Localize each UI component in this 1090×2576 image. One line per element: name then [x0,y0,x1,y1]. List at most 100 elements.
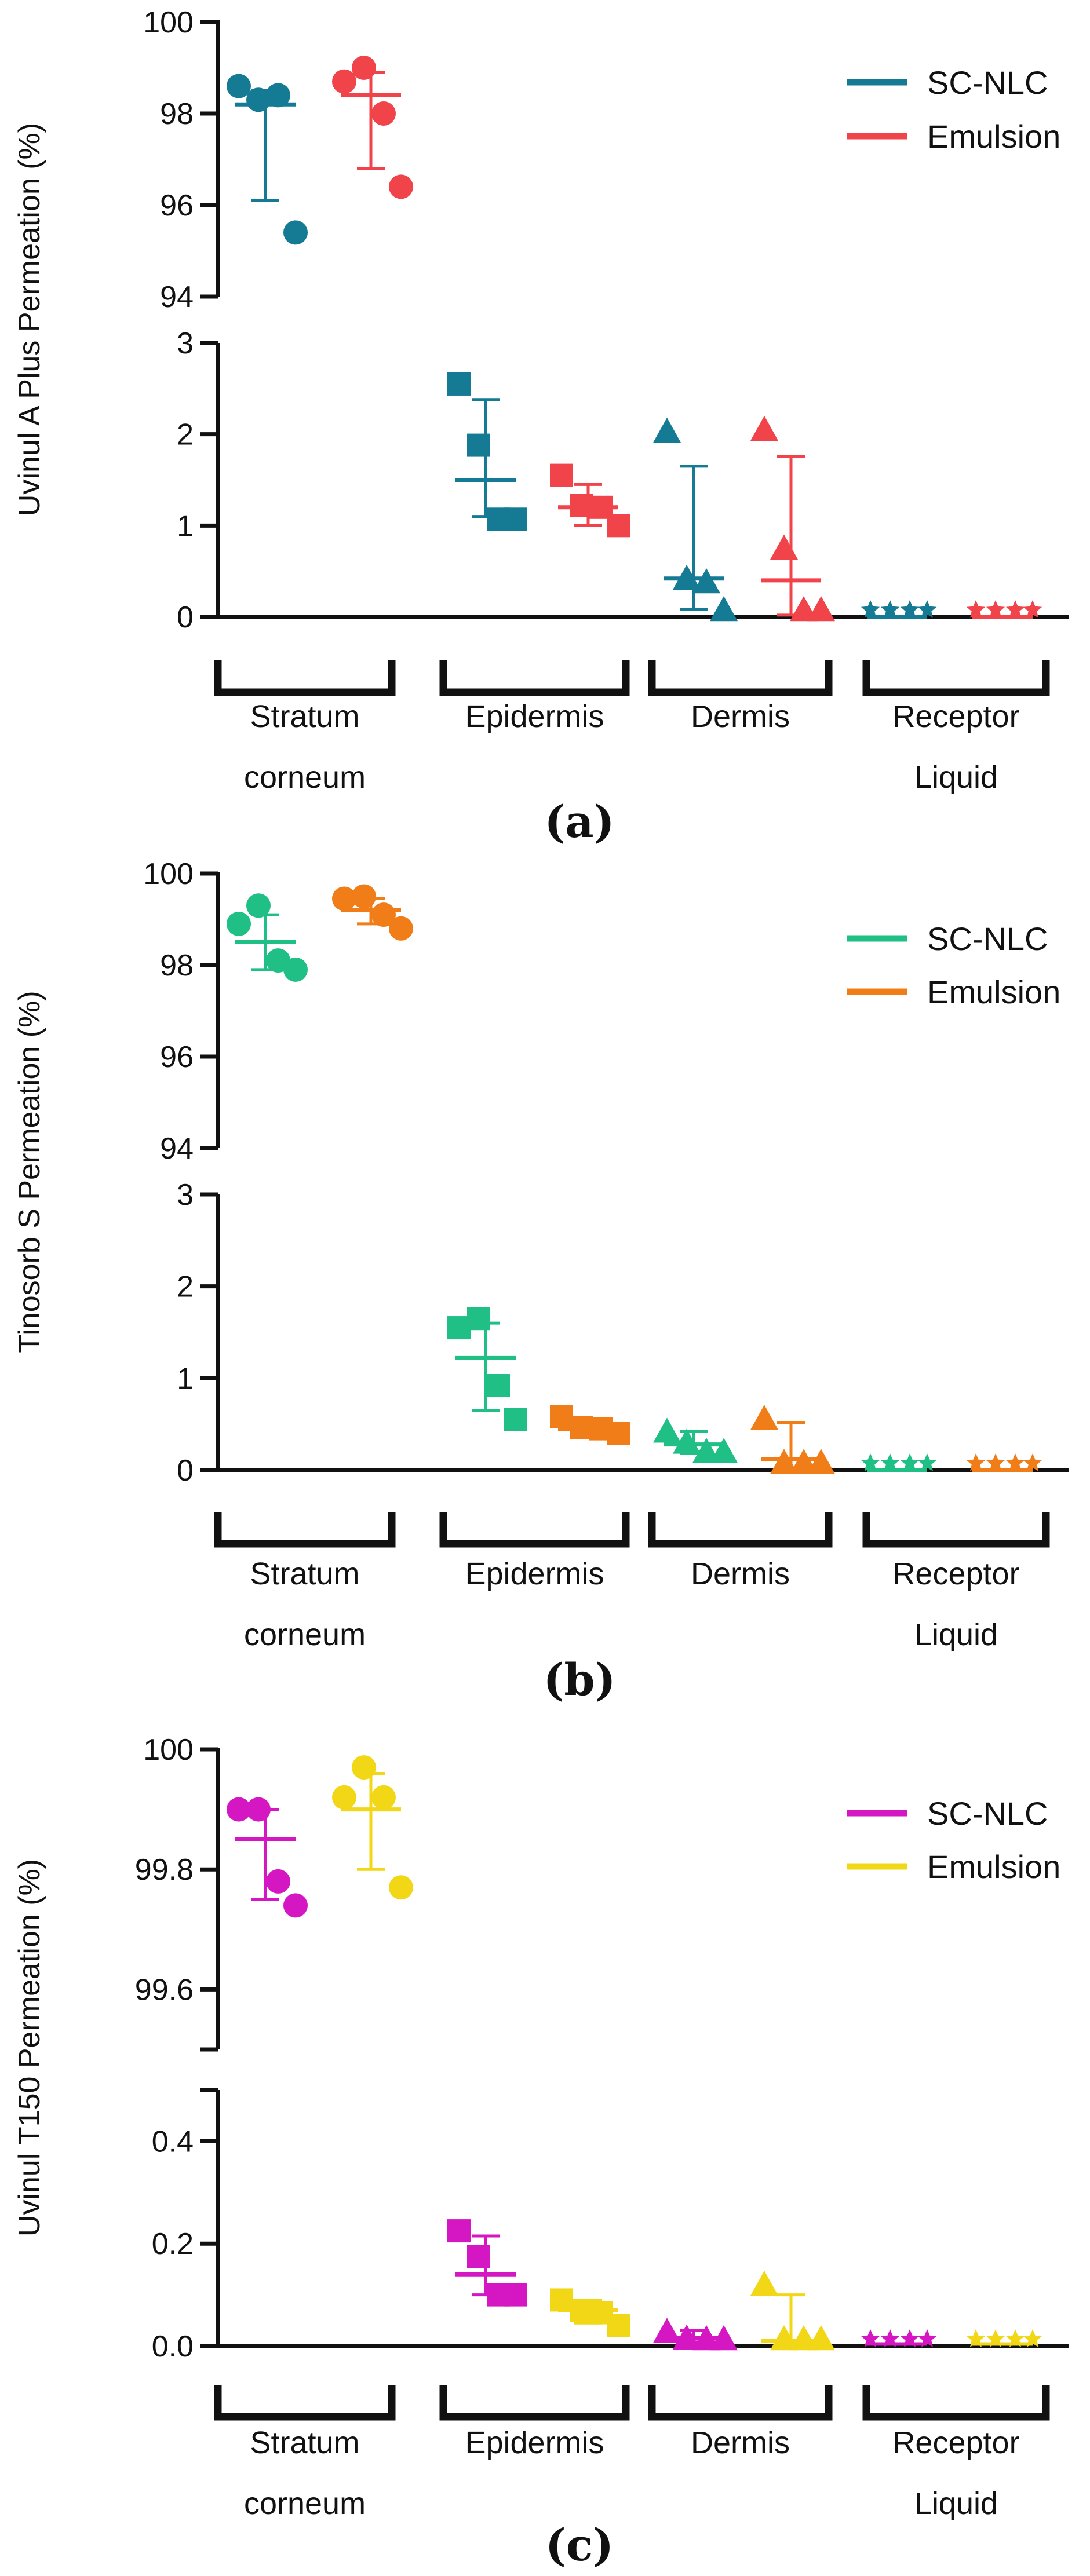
data-point [917,2329,937,2347]
upper-tick-label: 100 [143,857,194,891]
data-point [790,596,818,622]
group-label: Dermis [691,1556,790,1591]
data-point [607,2314,630,2337]
lower-tick-label: 0.2 [152,2227,194,2261]
data-point [389,174,413,199]
data-point [750,1405,778,1430]
legend-label: SC-NLC [927,920,1048,957]
y-axis-title: Tinosorb S Permeation (%) [13,991,46,1353]
data-point [283,1893,308,1918]
group-label: Stratum [250,2425,359,2460]
data-point [227,74,251,98]
group-label: corneum [244,1617,366,1652]
upper-tick-label: 100 [143,1733,194,1767]
data-point [371,101,396,126]
data-point [750,415,778,441]
lower-tick-label: 0 [177,1454,194,1488]
data-point [1005,1453,1025,1471]
data-point [283,957,308,982]
data-point [653,1417,681,1443]
data-point [227,1797,251,1822]
lower-tick-label: 3 [177,1178,194,1212]
group-bracket [214,660,396,696]
data-point [266,83,290,108]
data-point [283,220,308,245]
data-point [966,2329,986,2347]
panel-label: (c) [545,2519,614,2571]
data-point [673,2324,701,2350]
group-label: corneum [244,760,366,795]
upper-tick-label: 94 [160,280,194,314]
data-point [332,69,356,94]
data-point [570,494,593,517]
group-bracket [648,660,833,696]
data-point [692,2325,720,2351]
data-point [986,2329,1005,2347]
data-point [332,1785,356,1810]
data-point [607,514,630,538]
data-point [467,1307,490,1331]
data-point [653,417,681,443]
data-point [807,1449,835,1474]
data-point [570,2299,593,2322]
data-point [266,1869,290,1894]
upper-tick-label: 94 [160,1132,194,1165]
data-point [332,886,356,911]
data-point [880,1453,900,1471]
group-bracket [648,2385,833,2421]
legend-label: SC-NLC [927,1795,1048,1832]
group-bracket [648,1512,833,1548]
group-label: Stratum [250,1556,359,1591]
data-point [352,884,376,909]
y-axis-title: Uvinul A Plus Permeation (%) [13,123,46,516]
data-point [807,2325,835,2351]
data-point [1023,2329,1042,2347]
data-point [1023,600,1042,618]
data-point [770,534,798,560]
data-point [447,1316,471,1340]
data-point [653,2318,681,2343]
group-label: Liquid [914,2486,998,2521]
group-bracket [439,1512,630,1548]
upper-tick-label: 99.6 [135,1973,194,2007]
data-point [352,1755,376,1780]
data-point [550,2288,573,2312]
data-point [966,1453,986,1471]
group-label: Liquid [914,760,998,795]
data-point [371,1785,396,1810]
data-point [389,1875,413,1900]
data-point [710,2325,738,2351]
data-point [504,507,527,531]
data-point [710,1438,738,1463]
group-label: Receptor [892,2425,1019,2460]
lower-tick-label: 2 [177,1270,194,1304]
data-point [246,87,271,112]
data-point [570,1416,593,1440]
group-label: Stratum [250,699,359,734]
data-point [550,463,573,487]
data-point [790,1449,818,1474]
group-bracket [439,660,630,696]
data-point [673,564,701,590]
data-point [692,568,720,594]
data-point [550,1405,573,1428]
panel-label: (a) [544,796,614,847]
panel-2: 94 96 98 100 0 1 2 3 Tinosorb S Permeation (%) SC… [13,857,1069,1705]
y-axis-title: Uvinul T150 Permeation (%) [13,1859,46,2237]
data-point [917,1453,937,1471]
lower-tick-label: 1 [177,509,194,543]
data-point [673,1428,701,1454]
upper-tick-label: 98 [160,97,194,131]
group-label: Epidermis [465,699,604,734]
group-bracket [439,2385,630,2421]
data-point [966,600,986,618]
data-point [389,916,413,941]
data-point [861,1453,880,1471]
group-label: Liquid [914,1617,998,1652]
legend-label: Emulsion [927,974,1060,1010]
panel-1: 94 96 98 100 0 1 2 3 Uvinul A Plus Permeation (%… [13,6,1069,847]
upper-tick-label: 96 [160,189,194,222]
data-point [467,2245,490,2268]
data-point [246,893,271,918]
